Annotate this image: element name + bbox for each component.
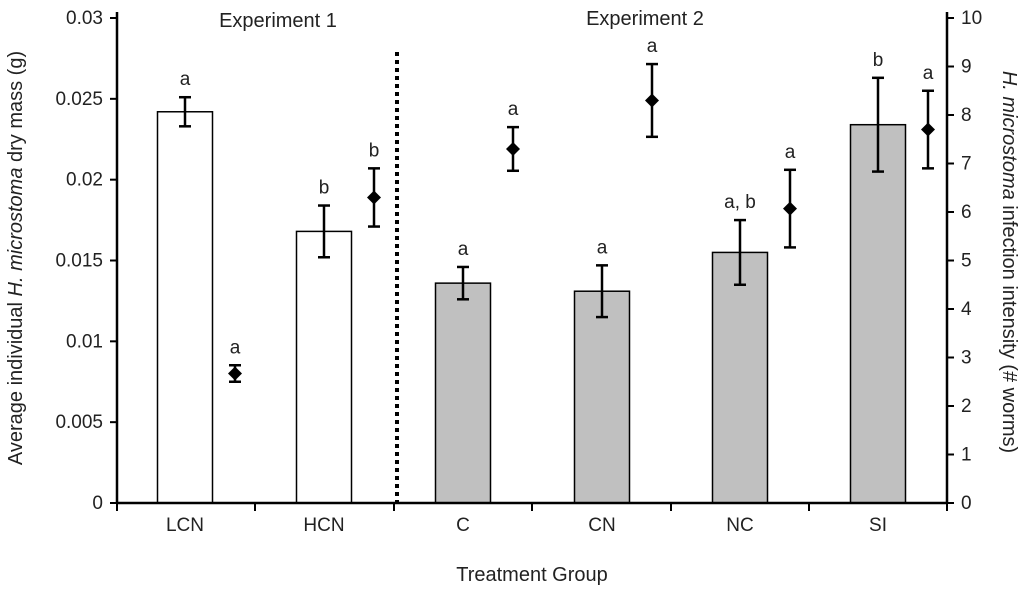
- bar: [573, 290, 631, 504]
- right-tick-label: 4: [961, 299, 972, 320]
- point-significance-label: a: [230, 337, 241, 358]
- bar-significance-label: a: [597, 237, 608, 258]
- bar: [295, 230, 353, 504]
- plot-area: a b a a a, b b a b a a a a: [156, 36, 935, 504]
- bar: [434, 282, 492, 504]
- right-tick-label: 9: [961, 57, 972, 78]
- point-significance-label: a: [785, 142, 796, 163]
- experiment-2-label: Experiment 2: [586, 8, 704, 30]
- right-axis-title-post: infection intensity (# worms): [998, 200, 1020, 453]
- left-tick-label: 0.015: [55, 251, 103, 272]
- right-axis-title-species: H. microstoma: [998, 71, 1020, 200]
- left-axis-title-pre: Average individual: [5, 296, 27, 465]
- right-tick-label: 0: [961, 493, 972, 514]
- left-axis-title-post: dry mass (g): [5, 51, 27, 168]
- right-axis-ticks: 0 1 2 3 4 5 6 7 8 9 10: [947, 8, 982, 514]
- x-tick-label: LCN: [166, 515, 204, 536]
- bar-significance-label: a, b: [724, 192, 756, 213]
- right-tick-label: 5: [961, 251, 972, 272]
- left-tick-label: 0: [92, 493, 103, 514]
- left-tick-label: 0.005: [55, 412, 103, 433]
- left-axis-title: Average individual H. microstoma dry mas…: [5, 51, 27, 465]
- bar: [711, 251, 769, 504]
- right-axis-title: H. microstoma infection intensity (# wor…: [998, 71, 1020, 453]
- point-error-bars: [229, 62, 934, 383]
- right-tick-label: 10: [961, 8, 982, 29]
- point-significance-label: a: [923, 63, 934, 84]
- left-axis-title-species: H. microstoma: [5, 168, 27, 297]
- experiment-1-label: Experiment 1: [219, 10, 337, 32]
- point-significance-label: a: [647, 36, 658, 57]
- x-tick-label: CN: [588, 515, 615, 536]
- right-tick-label: 2: [961, 396, 972, 417]
- x-tick-label: NC: [726, 515, 753, 536]
- bar-significance-label: b: [319, 178, 330, 199]
- point-significance-label: b: [369, 140, 380, 161]
- x-axis-title: Treatment Group: [456, 564, 608, 586]
- bar: [156, 111, 214, 504]
- bar-significance-label: b: [873, 50, 884, 71]
- left-tick-label: 0.03: [66, 8, 103, 29]
- left-tick-label: 0.02: [66, 170, 103, 191]
- bar-significance-label: a: [180, 69, 191, 90]
- right-tick-label: 3: [961, 348, 972, 369]
- bar: [849, 123, 907, 504]
- right-tick-label: 8: [961, 105, 972, 126]
- experiment-labels: Experiment 1 Experiment 2: [219, 8, 704, 32]
- bar-significance-label: a: [458, 239, 469, 260]
- left-tick-label: 0.025: [55, 89, 103, 110]
- bar-series: [156, 111, 907, 504]
- significance-labels: a b a a a, b b a b a a a a: [180, 36, 934, 358]
- left-tick-label: 0.01: [66, 331, 103, 352]
- x-tick-label: HCN: [303, 515, 344, 536]
- bar-error-bars: [179, 76, 884, 319]
- x-tick-label: C: [456, 515, 470, 536]
- right-tick-label: 6: [961, 202, 972, 223]
- right-tick-label: 1: [961, 445, 972, 466]
- right-tick-label: 7: [961, 154, 972, 175]
- left-axis-ticks: 0 0.005 0.01 0.015 0.02 0.025 0.03: [55, 8, 117, 514]
- point-significance-label: a: [508, 99, 519, 120]
- x-tick-label: SI: [869, 515, 887, 536]
- x-axis-ticks: LCN HCN C CN NC SI: [116, 503, 948, 536]
